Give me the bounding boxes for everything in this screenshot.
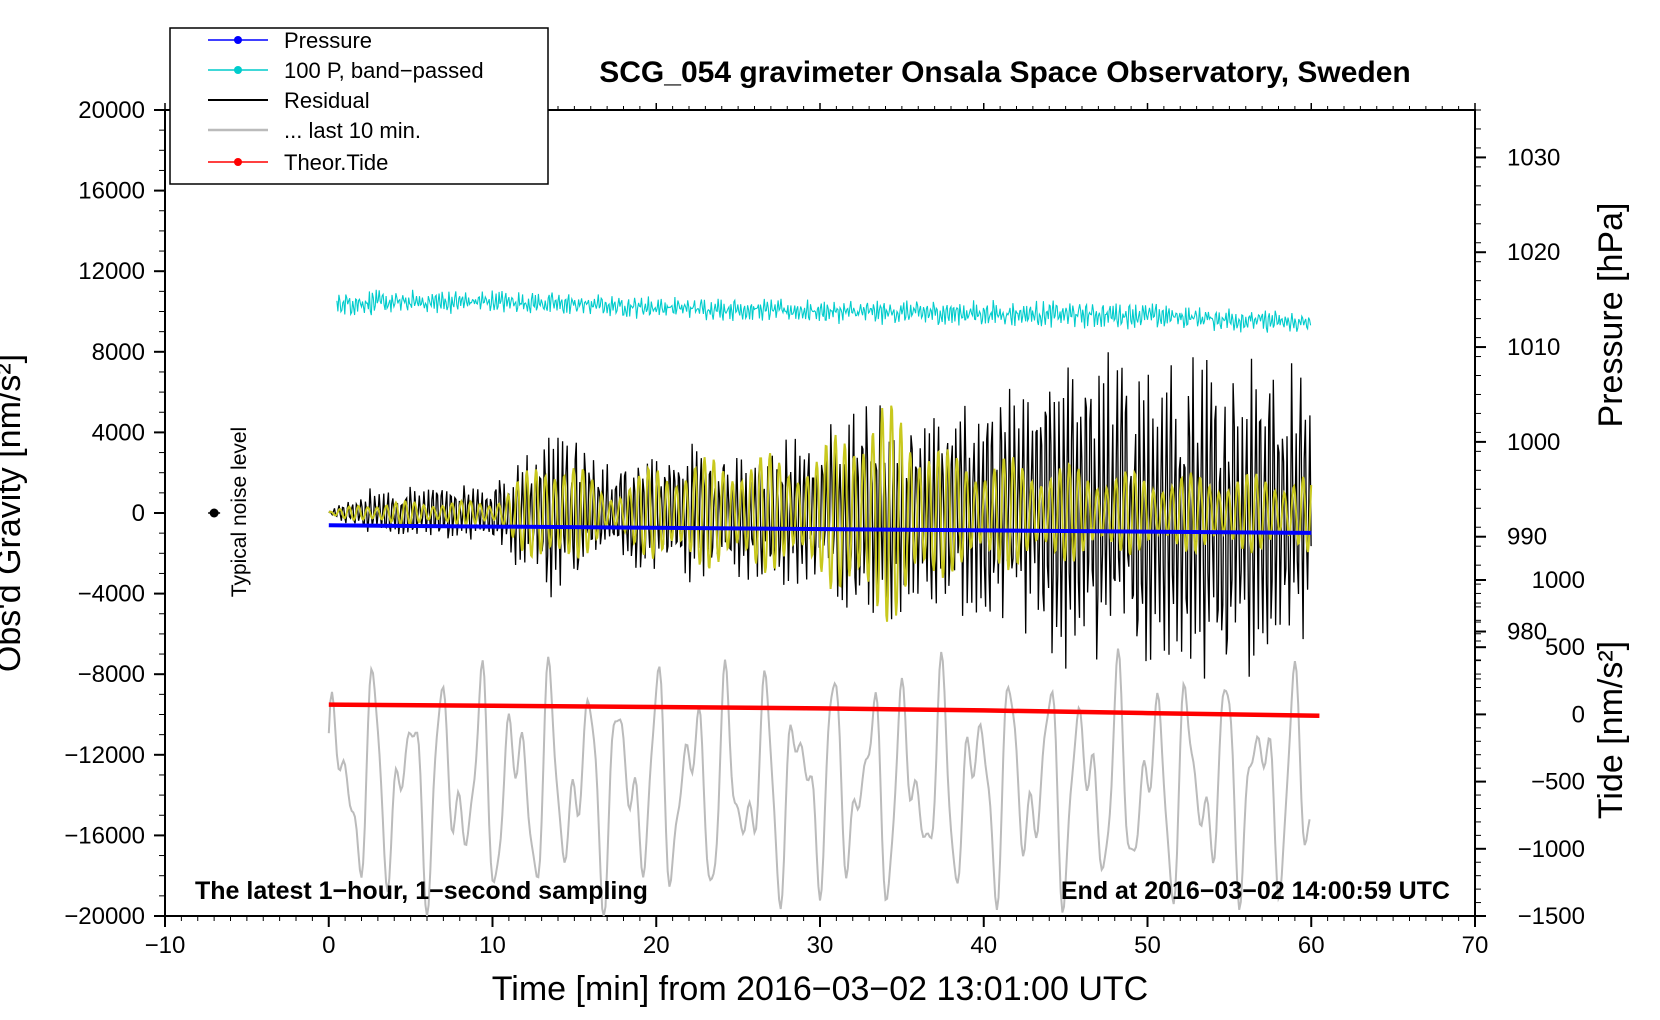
legend-item-last-10-min: ... last 10 min. (208, 118, 421, 143)
y-tick-label: 20000 (78, 97, 145, 124)
end-time-note: End at 2016−03−02 14:00:59 UTC (1061, 877, 1450, 905)
series-layer (208, 289, 1320, 917)
legend: Pressure 100 P, band−passed Residual ...… (169, 27, 549, 185)
tide-tick-label: −500 (1531, 769, 1585, 796)
x-tick-label: −10 (145, 932, 186, 959)
legend-marker-band-passed (234, 66, 242, 74)
series-band-passed (336, 289, 1312, 333)
y-tick-label: 8000 (92, 339, 145, 366)
y-tick-label: 0 (132, 500, 145, 527)
legend-item-pressure: Pressure (208, 28, 372, 53)
pressure-tick-label: 1030 (1507, 144, 1560, 171)
x-tick-label: 70 (1462, 932, 1489, 959)
y-tick-label: 16000 (78, 178, 145, 205)
x-tick-label: 20 (643, 932, 670, 959)
y-tick-label: −8000 (78, 661, 145, 688)
legend-marker-theor-tide (234, 158, 242, 166)
pressure-tick-label: 1010 (1507, 334, 1560, 361)
legend-marker-pressure (234, 36, 242, 44)
pressure-tick-label: 980 (1507, 619, 1547, 646)
tide-tick-label: −1000 (1518, 836, 1585, 863)
sampling-note: The latest 1−hour, 1−second sampling (195, 877, 648, 905)
tide-tick-label: 500 (1545, 634, 1585, 661)
tide-tick-label: 0 (1572, 701, 1585, 728)
legend-label-residual: Residual (284, 88, 370, 113)
x-tick-label: 50 (1134, 932, 1161, 959)
pressure-axis-label: Pressure [hPa] (1592, 203, 1630, 428)
x-tick-label: 60 (1298, 932, 1325, 959)
legend-label-theor-tide: Theor.Tide (284, 150, 388, 175)
legend-item-theor-tide: Theor.Tide (208, 150, 388, 175)
legend-label-last-10-min: ... last 10 min. (284, 118, 421, 143)
x-tick-label: 30 (807, 932, 834, 959)
y-tick-label: 4000 (92, 419, 145, 446)
legend-item-band-passed: 100 P, band−passed (208, 58, 484, 83)
series-pressure (328, 523, 1312, 535)
x-axis-label: Time [min] from 2016−03−02 13:01:00 UTC (492, 970, 1148, 1008)
legend-box (169, 27, 549, 185)
y-tick-label: −20000 (64, 903, 145, 930)
tide-tick-label: 1000 (1532, 567, 1585, 594)
pressure-tick-label: 1000 (1507, 429, 1560, 456)
noise-marker (209, 508, 219, 518)
x-tick-label: 10 (479, 932, 506, 959)
x-tick-label: 0 (322, 932, 335, 959)
tide-axis-label: Tide [nm/s²] (1592, 641, 1630, 819)
pressure-tick-label: 1020 (1507, 239, 1560, 266)
y-tick-label: −12000 (64, 742, 145, 769)
y-tick-label: −16000 (64, 822, 145, 849)
x-tick-label: 40 (970, 932, 997, 959)
legend-item-residual: Residual (208, 88, 370, 113)
series-last-10-min (327, 648, 1311, 917)
y-axis-label: Obs'd Gravity [nm/s²] (0, 354, 28, 672)
pressure-tick-label: 990 (1507, 524, 1547, 551)
legend-label-band-passed: 100 P, band−passed (284, 58, 484, 83)
legend-label-pressure: Pressure (284, 28, 372, 53)
y-tick-label: 12000 (78, 258, 145, 285)
noise-level-label: Typical noise level (228, 427, 251, 597)
y-tick-label: −4000 (78, 581, 145, 608)
chart-title: SCG_054 gravimeter Onsala Space Observat… (599, 56, 1411, 89)
ticks-layer: −10 0 10 20 30 40 50 60 702000016000120008000400… (64, 97, 1585, 959)
series-theor-tide (328, 702, 1320, 718)
tide-tick-label: −1500 (1518, 903, 1585, 930)
